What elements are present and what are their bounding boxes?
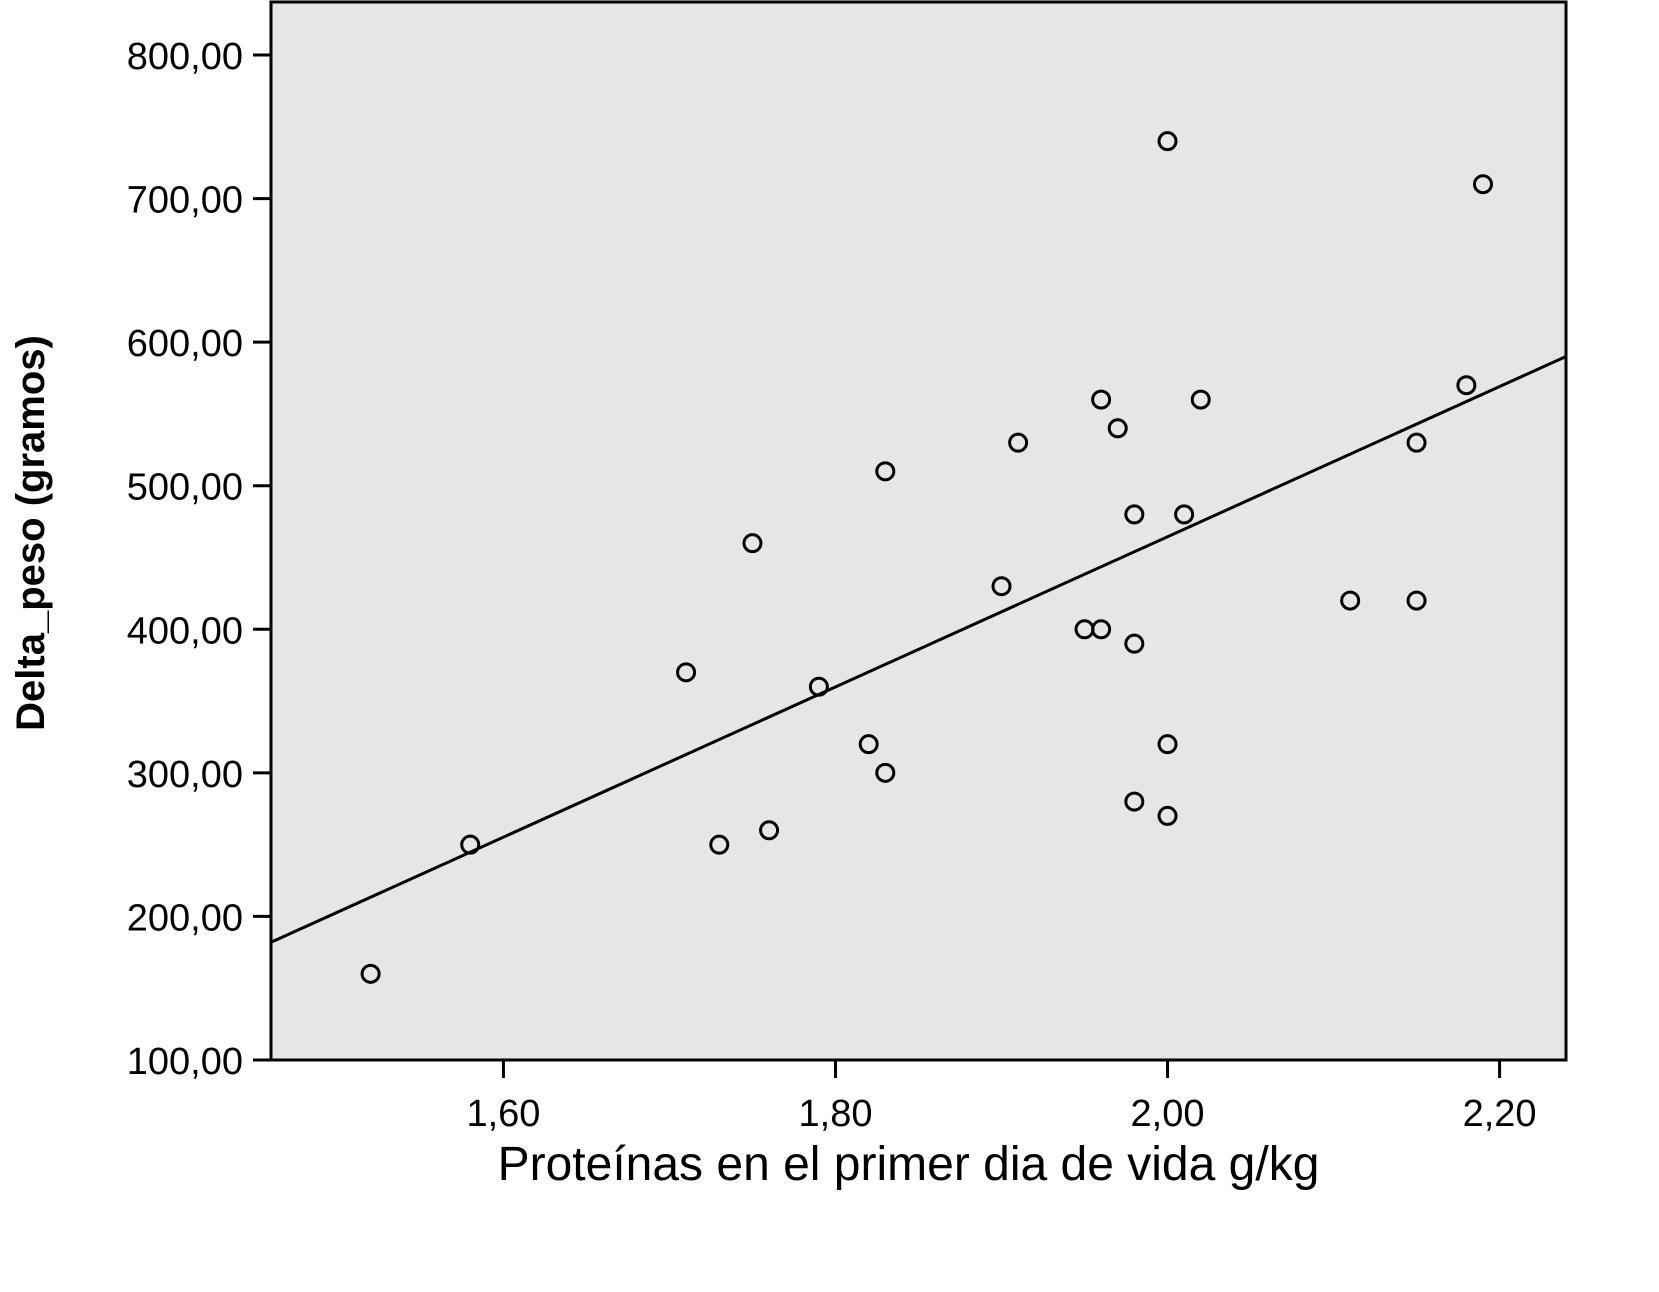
data-point [676, 662, 697, 683]
data-point [991, 576, 1012, 597]
y-tick-label: 300,00 [127, 754, 243, 796]
y-tick-label: 400,00 [127, 610, 243, 652]
data-point [1190, 389, 1211, 410]
x-tick-label: 1,80 [799, 1093, 873, 1135]
y-tick-label: 800,00 [127, 36, 243, 78]
y-tick-label: 200,00 [127, 897, 243, 939]
data-points [360, 131, 1493, 984]
data-point [1091, 389, 1112, 410]
chart-svg: 100,00 200,00 300,00 400,00 500,00 600,00 700,… [9, 0, 1568, 1191]
data-point [759, 820, 780, 841]
plot-area [269, 0, 1568, 1062]
y-tick-label: 700,00 [127, 180, 243, 222]
data-point [709, 834, 730, 855]
data-point [1124, 791, 1145, 812]
data-point [1157, 131, 1178, 152]
scatter-chart: 100,00 200,00 300,00 400,00 500,00 600,00 700,… [9, 0, 1568, 1191]
y-tick-label: 600,00 [127, 323, 243, 365]
data-point [1174, 504, 1195, 525]
data-point [1008, 432, 1029, 453]
data-point [1124, 633, 1145, 654]
data-point [1340, 590, 1361, 611]
data-point [1091, 619, 1112, 640]
data-point [875, 461, 896, 482]
data-point [742, 533, 763, 554]
x-tick-label: 1,60 [466, 1093, 540, 1135]
data-point [858, 734, 879, 755]
y-axis-title: Delta_peso (gramos) [9, 335, 53, 731]
data-point [875, 762, 896, 783]
data-point [1406, 432, 1427, 453]
data-point [1472, 174, 1493, 195]
data-point [1157, 734, 1178, 755]
x-axis-title: Proteínas en el primer dia de vida g/kg [498, 1138, 1320, 1191]
axes: 100,00 200,00 300,00 400,00 500,00 600,00 700,… [127, 36, 1537, 1135]
y-tick-label: 100,00 [127, 1041, 243, 1083]
regression-line [270, 355, 1567, 944]
data-point [1406, 590, 1427, 611]
x-tick-label: 2,20 [1463, 1093, 1537, 1135]
data-point [1157, 805, 1178, 826]
data-point [1456, 375, 1477, 396]
y-tick-label: 500,00 [127, 467, 243, 509]
data-point [1107, 418, 1128, 439]
data-point [360, 963, 381, 984]
x-tick-label: 2,00 [1131, 1093, 1205, 1135]
data-point [1124, 504, 1145, 525]
